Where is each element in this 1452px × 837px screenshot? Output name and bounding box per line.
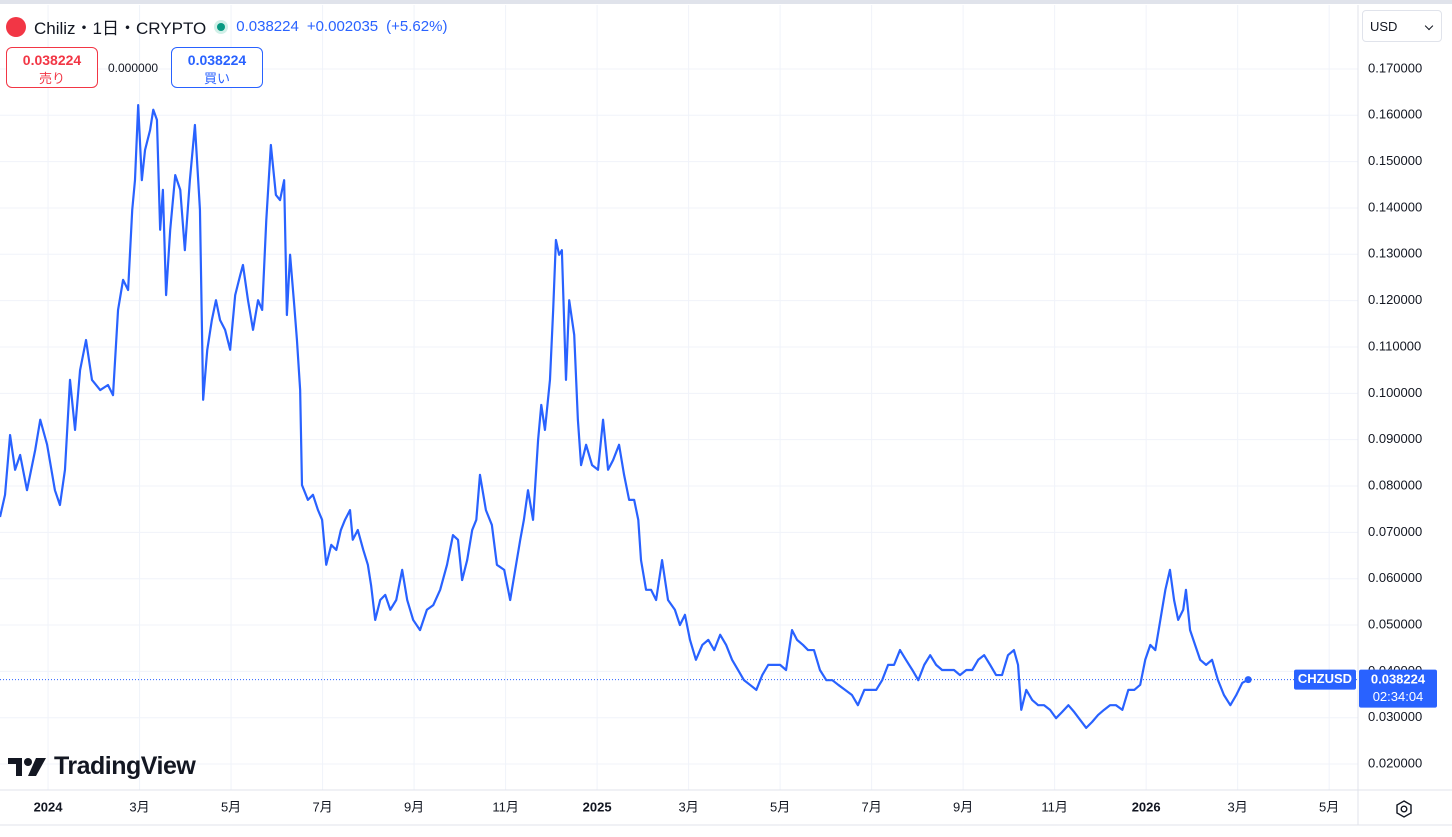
x-tick-label: 3月 <box>129 799 149 814</box>
buy-button[interactable]: 0.038224 買い <box>171 47 263 88</box>
spread: 0.000000 <box>108 61 159 75</box>
plot-area <box>0 103 1358 729</box>
last-point <box>1244 676 1252 684</box>
y-tick-label: 0.140000 <box>1368 199 1422 214</box>
y-tick-label: 0.170000 <box>1368 60 1422 75</box>
symbol-logo <box>6 16 26 37</box>
x-tick-label: 5月 <box>1319 799 1339 814</box>
y-tick-label: 0.020000 <box>1368 755 1422 770</box>
last-price: 0.038224 <box>236 18 299 35</box>
buy-label: 買い <box>203 71 230 86</box>
axes: 0.0200000.0300000.0400000.0500000.060000… <box>34 60 1437 814</box>
y-tick-label: 0.120000 <box>1368 292 1422 307</box>
x-tick-label: 9月 <box>953 799 973 814</box>
x-tick-label: 2026 <box>1132 799 1161 814</box>
y-tick-label: 0.050000 <box>1368 616 1422 631</box>
y-tick-label: 0.080000 <box>1368 477 1422 492</box>
price-change: +0.002035 <box>306 18 379 35</box>
settings-button[interactable] <box>1396 800 1412 818</box>
grid <box>0 5 1358 790</box>
x-tick-label: 2024 <box>34 799 64 814</box>
x-tick-label: 3月 <box>678 799 698 814</box>
last-price-badge <box>1359 669 1437 708</box>
y-tick-label: 0.110000 <box>1368 338 1421 353</box>
x-tick-label: 5月 <box>221 799 241 814</box>
price-line <box>0 103 1249 729</box>
y-tick-label: 0.130000 <box>1368 246 1422 261</box>
y-tick-label: 0.090000 <box>1368 431 1422 446</box>
series-name: CHZUSD <box>1298 671 1352 686</box>
countdown: 02:34:04 <box>1373 689 1424 704</box>
buy-price: 0.038224 <box>187 52 247 68</box>
y-tick-label: 0.160000 <box>1368 107 1422 122</box>
x-tick-label: 5月 <box>770 799 790 814</box>
x-tick-label: 2025 <box>583 799 612 814</box>
y-tick-label: 0.030000 <box>1368 709 1422 724</box>
y-tick-label: 0.150000 <box>1368 153 1422 168</box>
x-tick-label: 9月 <box>404 799 424 814</box>
y-tick-label: 0.070000 <box>1368 524 1422 539</box>
x-tick-label: 11月 <box>1041 799 1068 814</box>
x-tick-label: 3月 <box>1228 799 1248 814</box>
x-tick-label: 7月 <box>312 799 332 814</box>
sell-label: 売り <box>38 71 65 86</box>
y-tick-label: 0.100000 <box>1368 385 1422 400</box>
brand: TradingView <box>8 752 196 781</box>
brand-logo <box>8 757 46 776</box>
x-tick-label: 7月 <box>862 799 882 814</box>
top-border <box>0 0 1452 4</box>
sell-button[interactable]: 0.038224 売り <box>6 47 98 88</box>
currency-select[interactable]: USD <box>1362 10 1442 42</box>
x-tick-label: 11月 <box>492 799 519 814</box>
series-name-badge <box>1294 669 1356 690</box>
last-price-label: 0.038224 <box>1371 672 1426 687</box>
symbol-header: Chiliz・1日・CRYPTO 0.038224 +0.002035 (+5.… <box>6 14 447 39</box>
market-status <box>214 19 229 34</box>
price-change-pct: (+5.62%) <box>386 18 448 35</box>
sell-price: 0.038224 <box>22 52 82 68</box>
y-tick-label: 0.060000 <box>1368 570 1422 585</box>
brand-name: TradingView <box>54 752 196 780</box>
symbol-name[interactable]: Chiliz・1日・CRYPTO <box>34 19 207 38</box>
